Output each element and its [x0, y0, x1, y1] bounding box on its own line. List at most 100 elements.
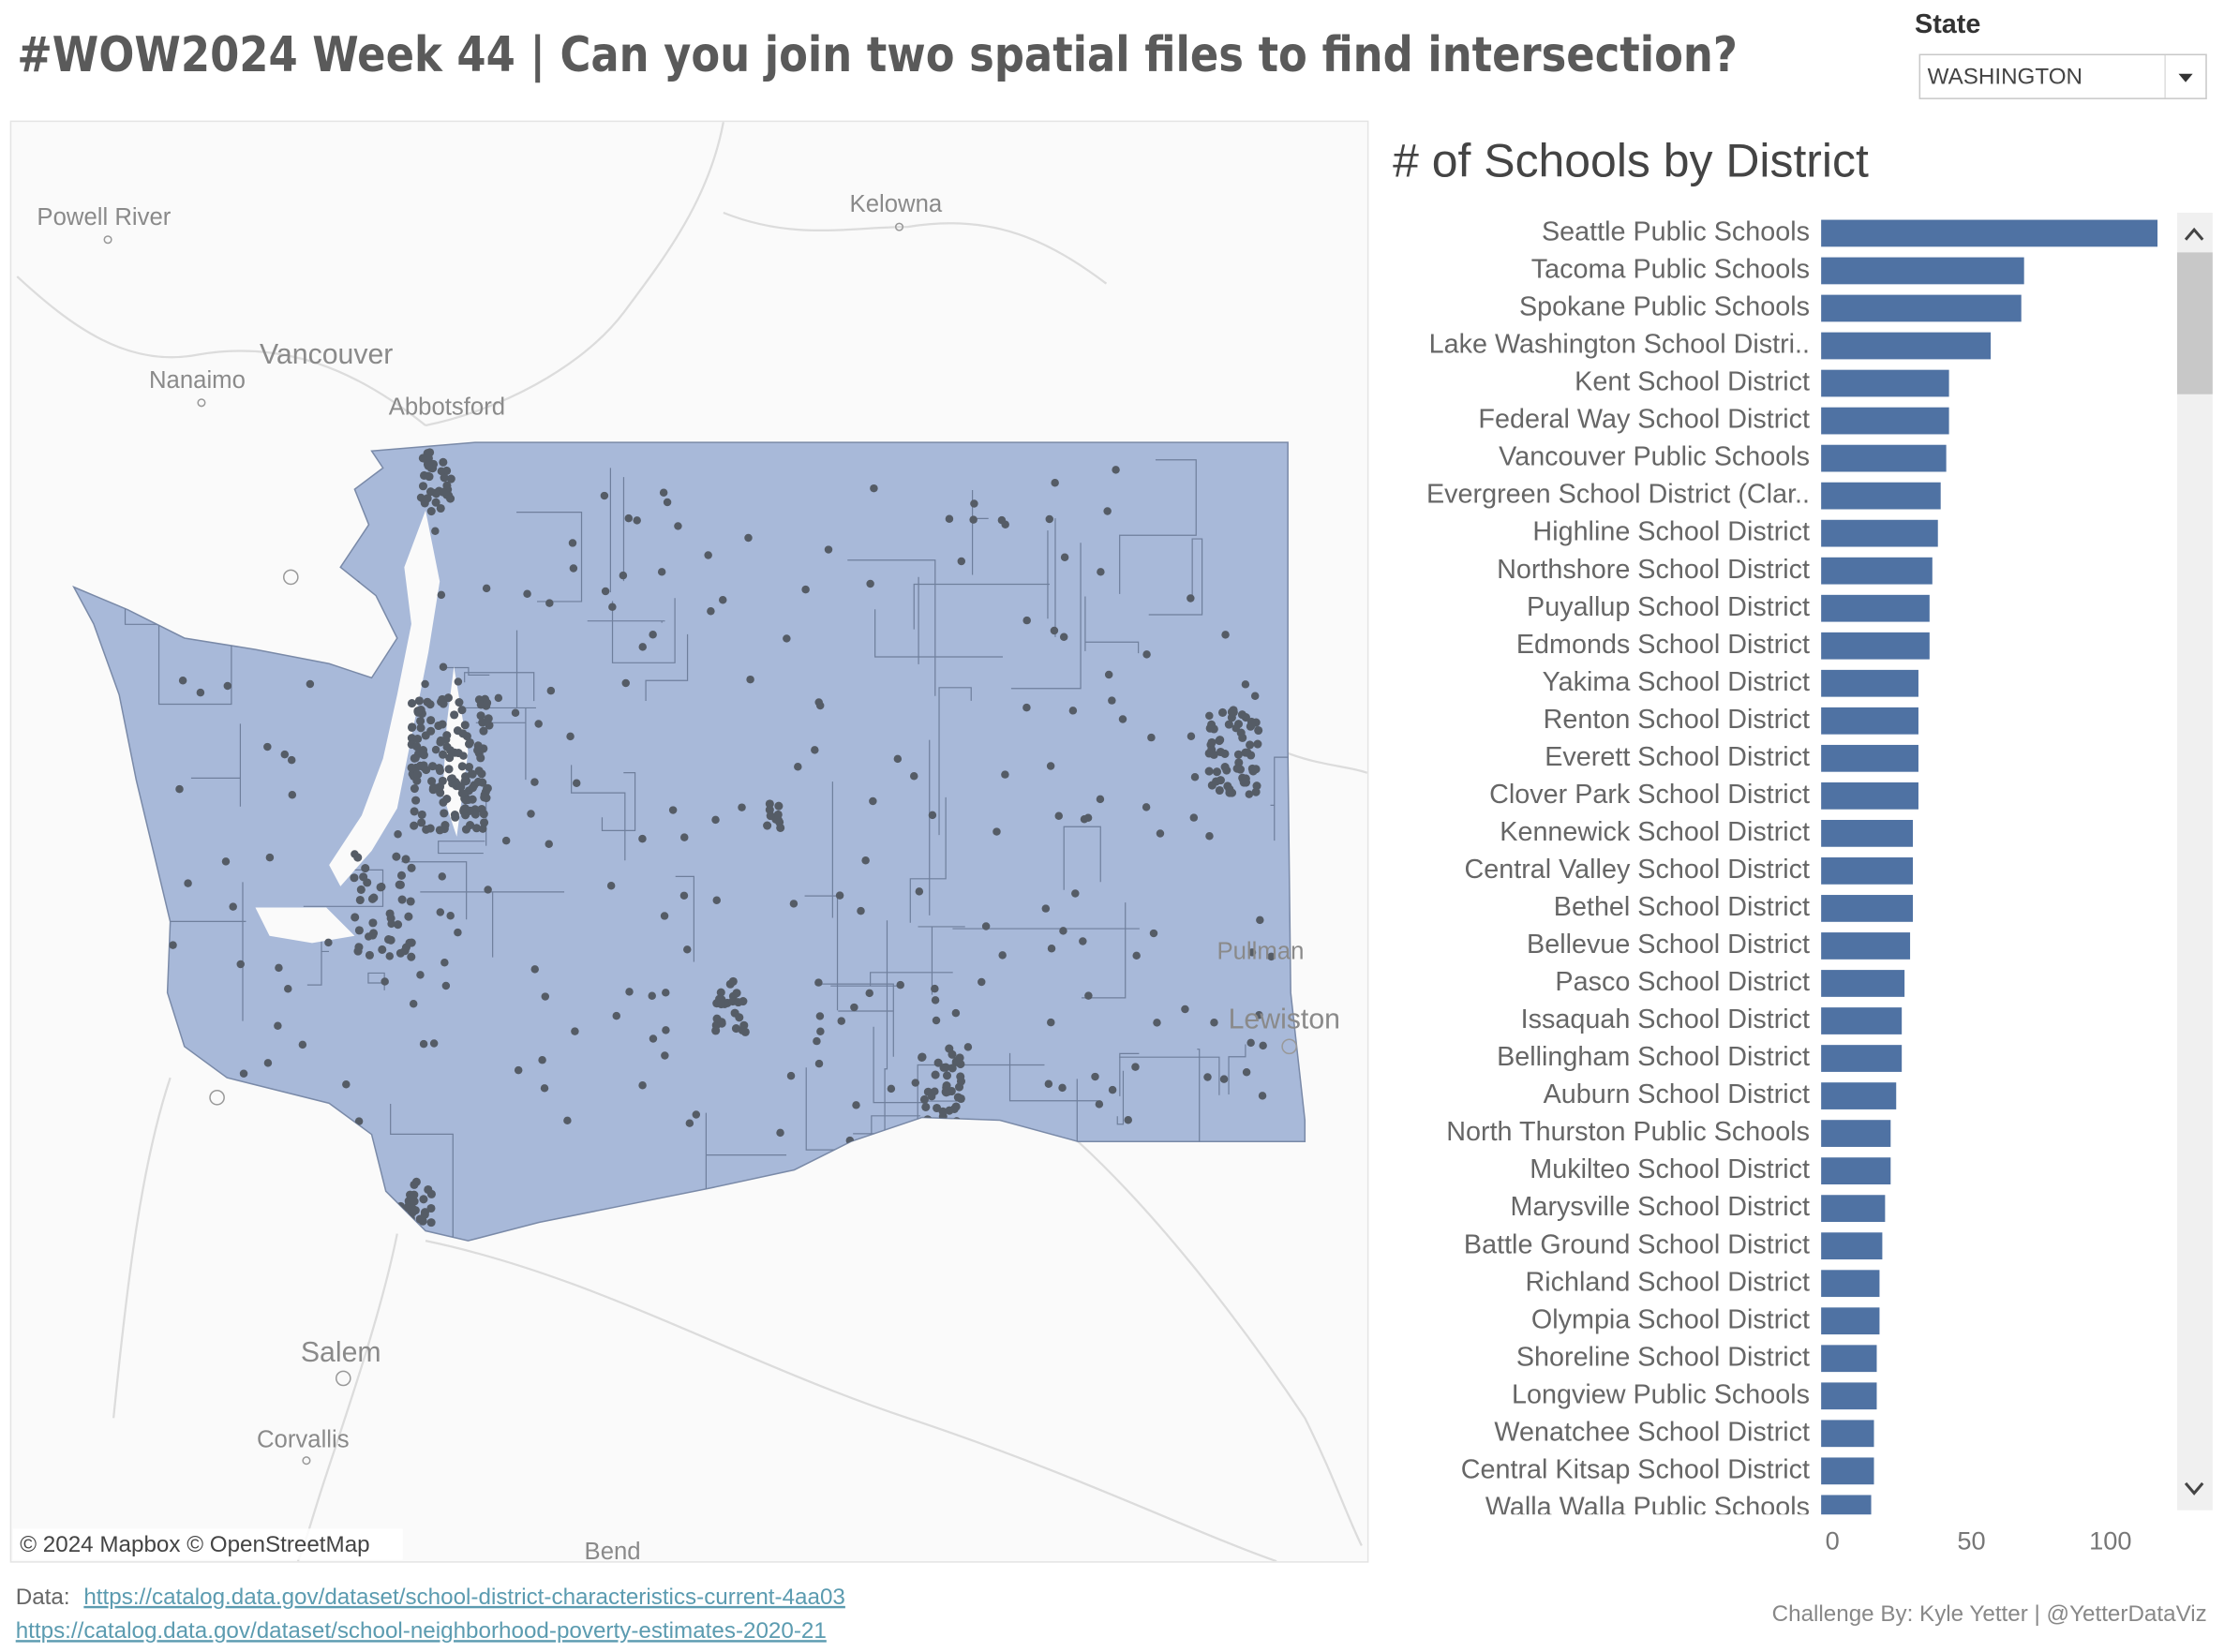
school-point	[394, 830, 402, 839]
school-point	[970, 499, 978, 508]
district-line	[601, 771, 636, 831]
school-point	[1229, 707, 1238, 717]
school-point	[413, 707, 423, 716]
bar	[1821, 1457, 1874, 1485]
school-point	[401, 855, 410, 864]
school-point	[1147, 733, 1156, 742]
category-label: Vancouver Public Schools	[1499, 442, 1810, 472]
scroll-down[interactable]	[2184, 1481, 2204, 1496]
puget-sound	[255, 510, 469, 944]
school-point	[175, 784, 184, 794]
scroll-thumb[interactable]	[2176, 252, 2213, 394]
school-point	[418, 454, 427, 463]
school-point	[837, 1017, 845, 1025]
school-point	[633, 516, 641, 525]
school-point	[540, 1084, 549, 1093]
district-line	[420, 891, 565, 958]
school-point	[568, 539, 577, 547]
scroll-track[interactable]	[2176, 212, 2213, 1511]
dropdown-box[interactable]	[1918, 53, 2207, 99]
scroll-up[interactable]	[2184, 227, 2204, 241]
school-point	[419, 1195, 428, 1204]
category-label: Clover Park School District	[1489, 780, 1810, 810]
data-link[interactable]: https://catalog.data.gov/dataset/school-…	[16, 1618, 827, 1644]
school-point	[438, 872, 447, 881]
school-point	[435, 764, 444, 773]
dropdown-arrow[interactable]	[2178, 73, 2193, 82]
school-point	[711, 815, 720, 825]
school-point	[454, 677, 463, 686]
school-point	[969, 515, 978, 524]
district-line	[306, 938, 330, 986]
school-point	[428, 762, 438, 771]
credit: Challenge By: Kyle Yetter | @YetterDataV…	[1772, 1601, 2207, 1627]
school-point	[471, 824, 482, 833]
bar-chart: # of Schools by District Seattle Public …	[1393, 135, 2213, 1555]
school-point	[465, 737, 474, 748]
school-point	[395, 880, 404, 889]
school-point	[1131, 1063, 1140, 1071]
school-point	[476, 753, 485, 763]
school-point	[409, 1000, 418, 1008]
school-point	[480, 793, 489, 802]
school-point	[378, 945, 387, 955]
dropdown-value[interactable]: WASHINGTON	[1928, 65, 2082, 90]
bar	[1821, 857, 1914, 885]
school-point	[1156, 829, 1165, 838]
bar	[1821, 332, 1992, 360]
school-point	[566, 732, 575, 741]
district-line	[874, 609, 1003, 658]
district-line	[1081, 902, 1127, 999]
category-label: Pasco School District	[1555, 967, 1810, 997]
school-point	[648, 991, 656, 1001]
school-point	[1241, 778, 1251, 787]
district-line	[190, 723, 242, 807]
school-point	[476, 711, 485, 721]
school-point	[284, 984, 292, 993]
school-point	[1104, 670, 1113, 679]
school-point	[1060, 553, 1069, 561]
school-point	[429, 1039, 439, 1048]
school-point	[1207, 781, 1216, 790]
state-dropdown[interactable]: WASHINGTON	[1918, 53, 2207, 99]
school-point	[431, 498, 440, 507]
school-point	[624, 513, 634, 523]
data-link[interactable]: https://catalog.data.gov/dataset/school-…	[83, 1585, 845, 1610]
school-point	[410, 784, 419, 794]
district-line	[1148, 538, 1203, 616]
school-point	[933, 1058, 943, 1067]
school-point	[436, 503, 445, 513]
district-line	[1119, 1056, 1220, 1095]
scrollbar[interactable]	[2176, 212, 2213, 1511]
school-point	[483, 698, 492, 707]
footer: Data: https://catalog.data.gov/dataset/s…	[16, 1585, 2207, 1644]
school-point	[1256, 915, 1264, 925]
school-point	[415, 1214, 425, 1224]
school-point	[439, 487, 448, 497]
school-point	[571, 1027, 579, 1035]
map-label: Salem	[301, 1337, 381, 1368]
school-point	[789, 900, 799, 908]
school-point	[955, 1053, 964, 1063]
bar	[1821, 219, 2158, 247]
school-point	[424, 461, 433, 470]
district-line	[884, 920, 888, 1150]
school-point	[459, 752, 468, 760]
school-point	[1246, 1038, 1255, 1048]
school-point	[416, 723, 425, 733]
school-point	[1216, 776, 1225, 785]
school-point	[353, 946, 363, 956]
school-point	[931, 984, 939, 993]
school-point	[436, 737, 445, 747]
school-point	[600, 491, 609, 500]
school-point	[419, 1039, 428, 1049]
school-point	[473, 741, 483, 751]
district-line	[438, 841, 485, 855]
school-point	[440, 821, 450, 830]
school-point	[712, 896, 721, 905]
x-axis: 0 50 100	[1826, 1526, 2132, 1555]
category-label: Kent School District	[1575, 367, 1810, 397]
school-point	[527, 810, 535, 818]
district-line	[1270, 756, 1294, 841]
